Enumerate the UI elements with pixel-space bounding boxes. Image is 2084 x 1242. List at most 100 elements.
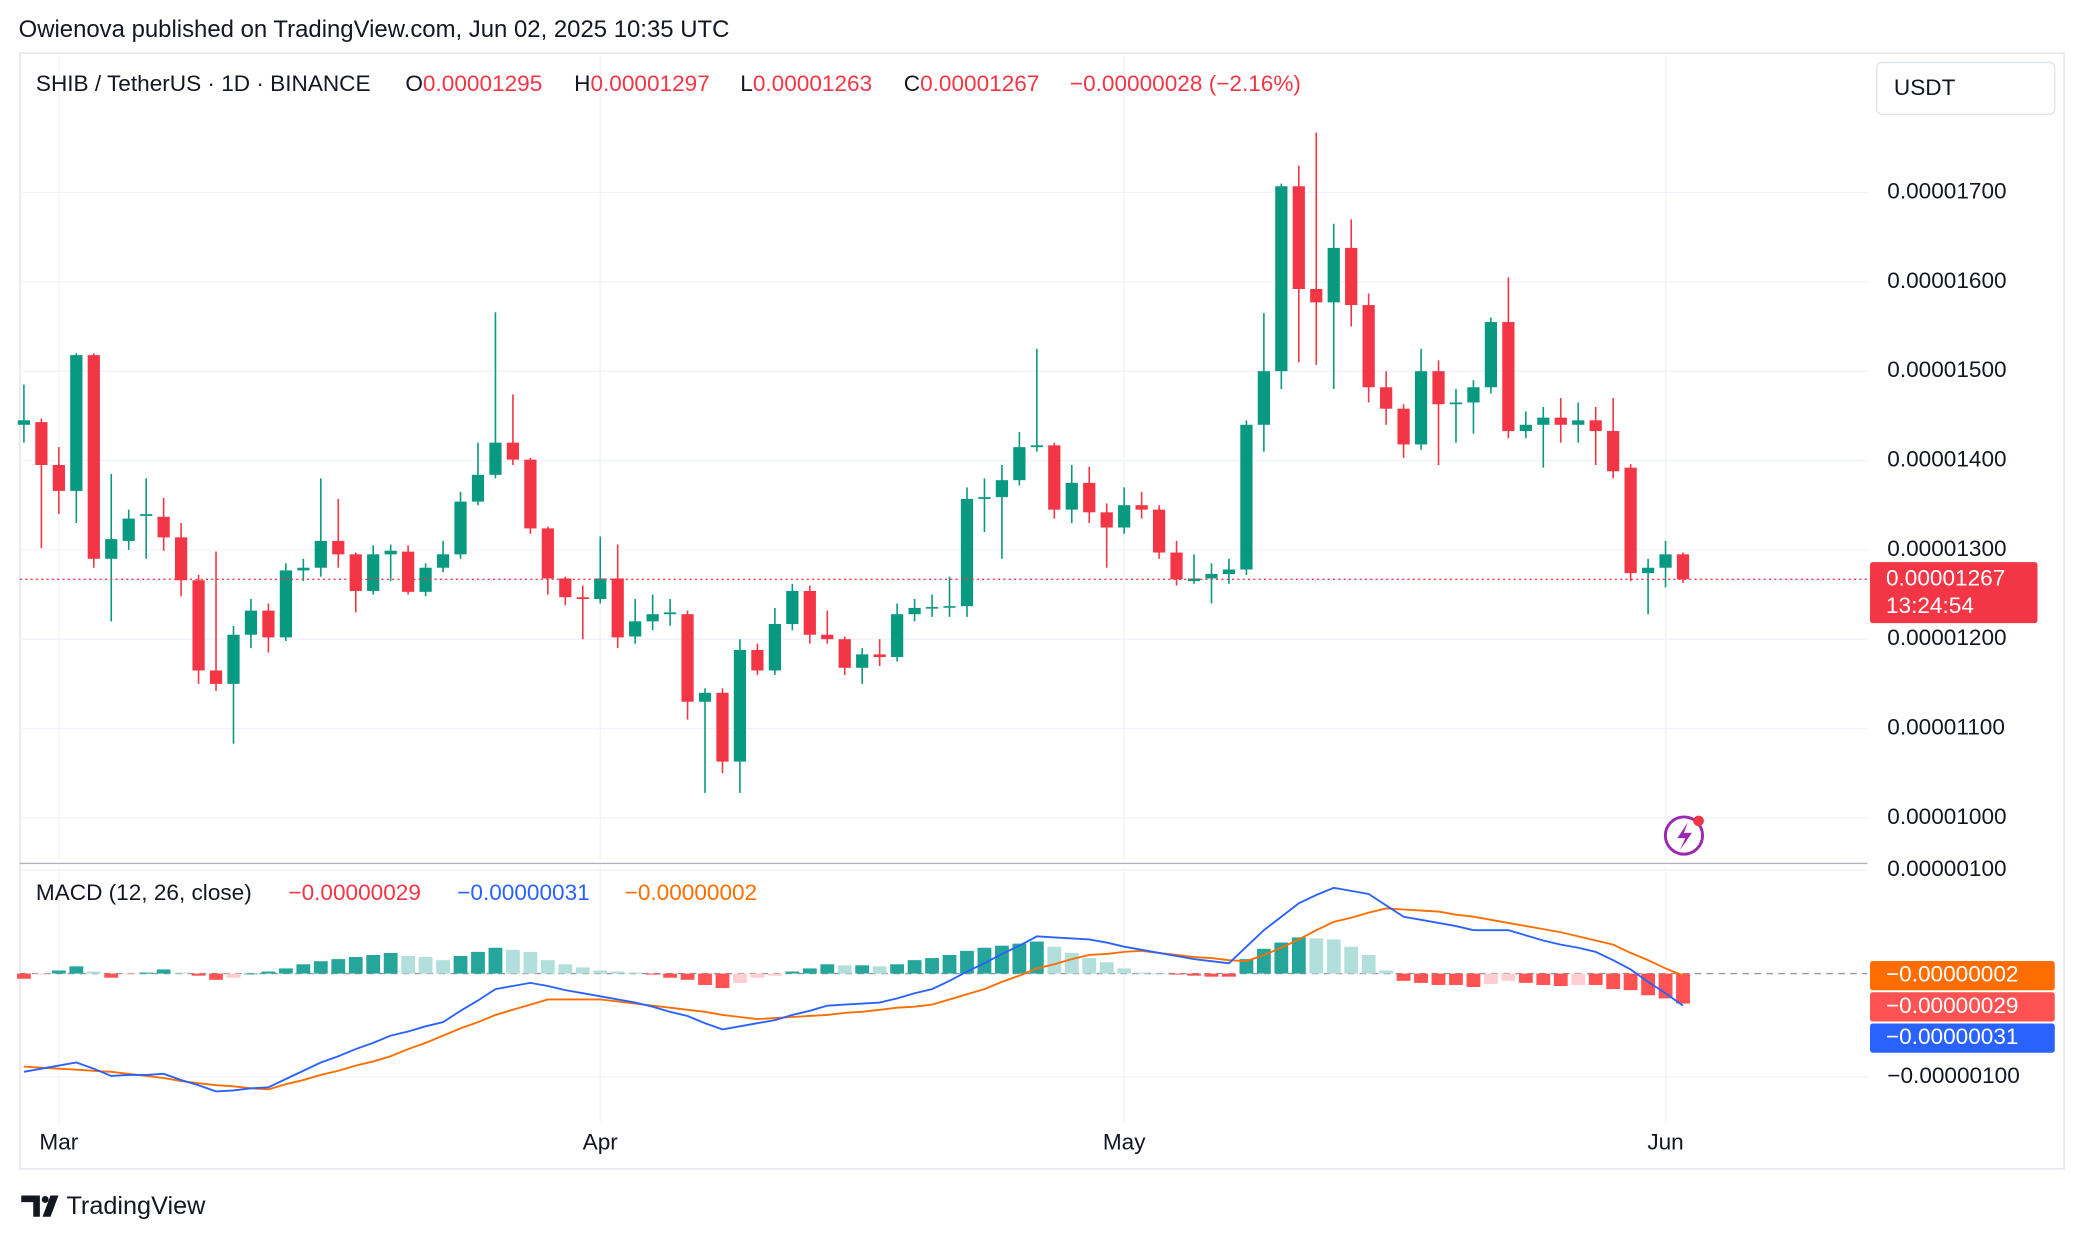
histogram-bar <box>331 959 346 974</box>
histogram-bar <box>733 973 747 983</box>
candle-body <box>908 607 921 615</box>
candle-body <box>1467 387 1480 403</box>
candle-body <box>768 624 781 671</box>
candle-body <box>1275 186 1288 372</box>
histogram-bar <box>1204 973 1219 977</box>
histogram-bar <box>1518 973 1533 983</box>
candle-body <box>873 654 886 658</box>
histogram-bar <box>418 957 433 974</box>
candle-body <box>1484 322 1498 388</box>
publisher-line: Owienova published on TradingView.com, J… <box>19 16 730 43</box>
candle-body <box>1222 569 1236 574</box>
histogram-bar <box>767 973 782 976</box>
symbol: SHIB / TetherUS · 1D · BINANCE <box>36 71 371 96</box>
histogram-bar <box>1134 972 1149 974</box>
candle-body <box>436 554 450 568</box>
x-tick-label: Apr <box>583 1130 619 1155</box>
y-tick-label: 0.00001700 <box>1887 178 2006 203</box>
histogram-bar <box>593 970 608 974</box>
x-tick-label: May <box>1103 1130 1146 1155</box>
change-value: −0.00000028 (−2.16%) <box>1070 71 1301 96</box>
histogram-bar <box>1239 959 1254 974</box>
histogram-bar <box>1274 942 1289 974</box>
candle-body <box>227 634 240 684</box>
candle-body <box>52 464 65 491</box>
candle-body <box>506 442 520 460</box>
histogram-bar <box>348 957 363 974</box>
candle-body <box>1083 482 1096 513</box>
candle-body <box>367 554 380 591</box>
candle-body <box>17 420 31 425</box>
alert-ring[interactable] <box>1663 815 1705 856</box>
candle-body <box>332 540 345 555</box>
candle-body <box>1519 424 1532 432</box>
candle-body <box>471 474 485 502</box>
histogram-bar <box>1326 939 1341 974</box>
alert-icon[interactable] <box>1663 815 1705 856</box>
candle-body <box>1362 305 1375 388</box>
candle-body <box>803 590 816 635</box>
histogram-bar <box>69 966 84 974</box>
histogram-bar <box>139 972 154 974</box>
candle-body <box>122 518 135 541</box>
candle-body <box>87 355 100 559</box>
macd-badge-label: −0.00000029 <box>1886 993 2019 1018</box>
histogram-bar <box>1152 973 1167 975</box>
candle-body <box>891 614 904 658</box>
histogram-bar <box>191 973 206 976</box>
histogram-bar <box>1256 948 1271 974</box>
histogram-bar <box>977 947 992 974</box>
currency-label[interactable]: USDT <box>1894 75 1956 100</box>
y-tick-label: 0.00001400 <box>1887 446 2006 471</box>
price-badge <box>1870 562 2038 624</box>
histogram-bar <box>51 970 66 974</box>
candle-body <box>1187 578 1201 582</box>
histogram-bar <box>680 973 695 980</box>
candle-body <box>943 606 956 608</box>
candle-body <box>454 501 467 555</box>
histogram-bar <box>1379 970 1394 974</box>
histogram-bar <box>313 961 328 974</box>
currency-box[interactable] <box>1875 61 2056 115</box>
candle-body <box>105 539 118 559</box>
candle-body <box>646 614 659 622</box>
histogram-bar <box>1309 938 1324 974</box>
candle-body <box>1572 420 1585 425</box>
histogram-bar <box>960 950 974 974</box>
candle-body <box>978 497 991 499</box>
candle-body <box>1048 445 1061 510</box>
candle-body <box>1659 554 1672 568</box>
candle-body <box>1030 445 1043 448</box>
price-badge-label: 0.00001267 <box>1886 565 2005 590</box>
histogram-bar <box>278 968 293 974</box>
candle-body <box>681 614 694 702</box>
macd-badge <box>1870 992 2055 1022</box>
histogram-value: −0.00000029 <box>288 880 421 905</box>
candle-body <box>663 612 677 615</box>
alert-dot[interactable] <box>1693 815 1704 827</box>
histogram-bar <box>558 964 573 974</box>
candle-body <box>1676 554 1690 580</box>
histogram-bar <box>471 951 485 974</box>
histogram-bar <box>156 969 171 974</box>
candle-body <box>1432 371 1445 405</box>
histogram-bar <box>226 973 241 978</box>
histogram-bar <box>453 956 468 974</box>
candle-body <box>1345 247 1358 306</box>
histogram-bar <box>1029 941 1044 974</box>
footer-brand[interactable]: TradingView <box>66 1192 206 1220</box>
candle-body <box>559 578 572 598</box>
open-value: 0.00001295 <box>423 71 542 96</box>
histogram-bar <box>1431 973 1446 985</box>
logo-dot[interactable] <box>41 1196 49 1203</box>
histogram-bar <box>1396 973 1411 981</box>
candle-body <box>297 567 310 571</box>
alert-bolt[interactable] <box>1677 822 1692 851</box>
candle-body <box>960 498 974 607</box>
y-tick-label: 0.00001500 <box>1887 357 2006 382</box>
histogram-bar <box>1553 973 1568 986</box>
candle-body <box>140 514 153 516</box>
low-value: 0.00001263 <box>753 71 872 96</box>
candle-body <box>541 528 554 579</box>
